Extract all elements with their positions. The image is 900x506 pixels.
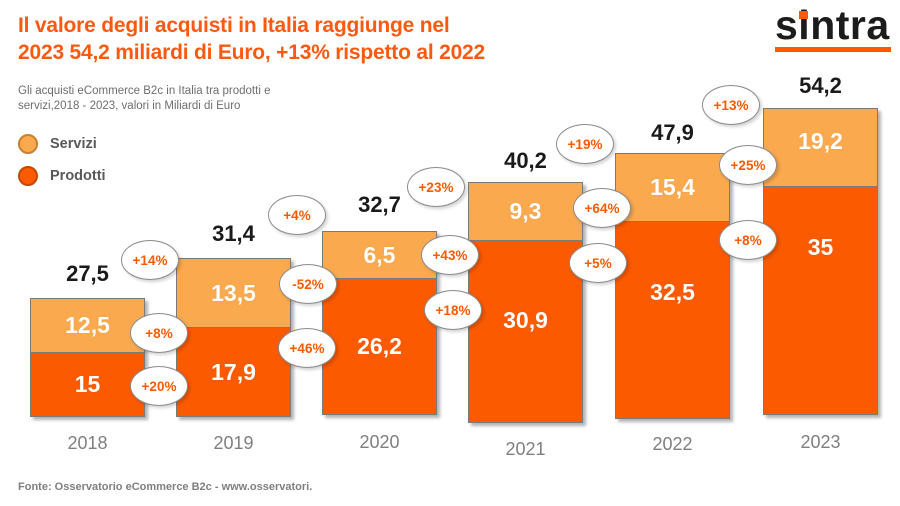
total-label-2022: 47,9 (651, 120, 694, 145)
bar-2022-prodotti-segment: 32,5 (615, 221, 730, 419)
bar-2019-prodotti-segment: 17,9 (176, 327, 291, 417)
subtitle-line-2: servizi,2018 - 2023, valori in Miliardi … (18, 100, 241, 112)
growth-bubble-prodotti-2021: +18% (424, 290, 482, 330)
bar-2022-servizi-segment: 15,4 (615, 153, 730, 221)
bar-2021: 9,3 30,9 (468, 182, 583, 423)
growth-bubble-total-2022: +19% (556, 124, 614, 164)
servizi-value-2019: 13,5 (211, 279, 256, 306)
prodotti-value-2019: 17,9 (211, 358, 256, 385)
servizi-value-2021: 9,3 (509, 198, 542, 224)
prodotti-value-2021: 30,9 (503, 307, 548, 333)
year-label-2020: 2020 (359, 432, 400, 452)
total-label-2021: 40,2 (504, 148, 547, 173)
growth-bubble-prodotti-2023: +8% (719, 220, 777, 260)
bar-2018-servizi-segment: 12,5 (30, 298, 145, 352)
growth-bubble-total-2021: +23% (407, 167, 465, 207)
growth-bubble-prodotti-2020: +46% (278, 328, 336, 368)
growth-bubble-servizi-2020: -52% (279, 264, 337, 304)
bar-2020: 6,5 26,2 (322, 231, 437, 415)
servizi-value-2023: 19,2 (798, 128, 843, 154)
sintra-logo: sintra (775, 2, 895, 52)
servizi-value-2018: 12,5 (65, 312, 110, 338)
chart-subtitle: Gli acquisti eCommerce B2c in Italia tra… (18, 84, 438, 114)
legend-item-servizi: Servizi (18, 134, 106, 154)
year-label-2021: 2021 (505, 439, 546, 459)
legend-label-prodotti: Prodotti (50, 168, 106, 184)
total-label-2019: 31,4 (212, 221, 255, 246)
legend-item-prodotti: Prodotti (18, 166, 106, 186)
servizi-swatch-icon (18, 134, 38, 154)
chart-legend: Servizi Prodotti (18, 134, 106, 198)
servizi-value-2020: 6,5 (363, 241, 396, 268)
title-line-1: Il valore degli acquisti in Italia raggi… (18, 14, 450, 37)
bar-2021-servizi-segment: 9,3 (468, 182, 583, 240)
bar-2018: 12,5 15 (30, 298, 145, 417)
growth-bubble-servizi-2022: +64% (573, 188, 631, 228)
bar-2022: 15,4 32,5 (615, 153, 730, 419)
logo-orange-dot-icon (799, 11, 808, 19)
prodotti-value-2020: 26,2 (357, 333, 402, 359)
title-line-2: 2023 54,2 miliardi di Euro, +13% rispett… (18, 41, 486, 64)
total-label-2020: 32,7 (358, 192, 401, 217)
legend-label-servizi: Servizi (50, 136, 97, 152)
growth-bubble-total-2020: +4% (268, 195, 326, 235)
bar-2021-prodotti-segment: 30,9 (468, 240, 583, 423)
growth-bubble-total-2023: +13% (702, 85, 760, 125)
page-title: Il valore degli acquisti in Italia raggi… (18, 12, 618, 66)
bar-2020-servizi-segment: 6,5 (322, 231, 437, 278)
year-label-2022: 2022 (652, 434, 693, 454)
bar-2018-prodotti-segment: 15 (30, 352, 145, 417)
year-label-2023: 2023 (800, 432, 841, 452)
growth-bubble-servizi-2023: +25% (719, 145, 777, 185)
bar-2023: 19,2 35 (763, 108, 878, 415)
total-label-2023: 54,2 (799, 73, 842, 98)
bar-2019: 13,5 17,9 (176, 258, 291, 417)
growth-bubble-servizi-2021: +43% (421, 235, 479, 275)
subtitle-line-1: Gli acquisti eCommerce B2c in Italia tra… (18, 85, 271, 97)
bar-2023-servizi-segment: 19,2 (763, 108, 878, 186)
total-label-2018: 27,5 (66, 261, 109, 286)
year-label-2018: 2018 (67, 433, 108, 453)
logo-text: sintra (775, 2, 890, 48)
prodotti-value-2018: 15 (74, 371, 101, 397)
growth-bubble-servizi-2019: +8% (130, 313, 188, 353)
servizi-value-2022: 15,4 (650, 174, 695, 200)
prodotti-swatch-icon (18, 166, 38, 186)
prodotti-value-2022: 32,5 (650, 278, 695, 305)
bar-2020-prodotti-segment: 26,2 (322, 278, 437, 415)
prodotti-value-2023: 35 (807, 234, 834, 260)
logo-underline (775, 47, 891, 52)
bar-2023-prodotti-segment: 35 (763, 186, 878, 415)
year-label-2019: 2019 (213, 433, 254, 453)
growth-bubble-prodotti-2019: +20% (130, 366, 188, 406)
growth-bubble-total-2019: +14% (121, 240, 179, 280)
source-note: Fonte: Osservatorio eCommerce B2c - www.… (18, 481, 313, 493)
growth-bubble-prodotti-2022: +5% (569, 243, 627, 283)
bar-2019-servizi-segment: 13,5 (176, 258, 291, 327)
